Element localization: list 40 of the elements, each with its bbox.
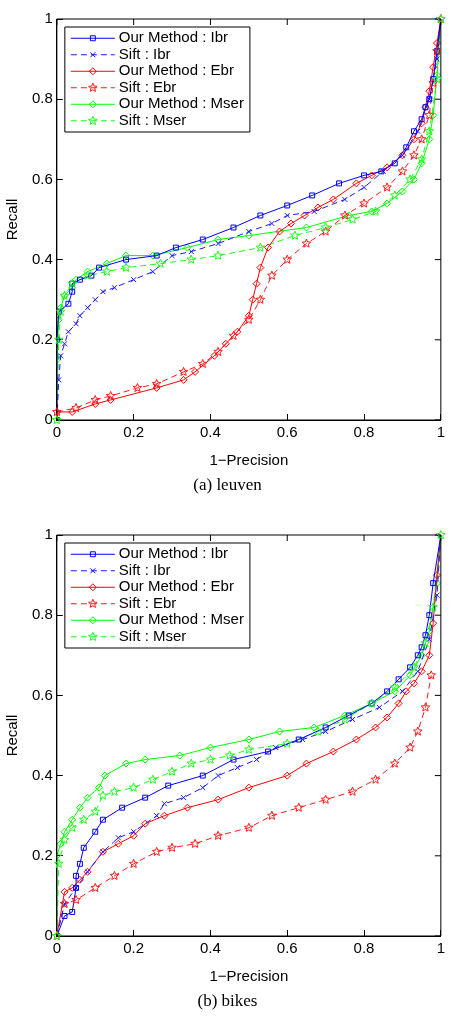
x-tick-label: 0.2 <box>123 423 145 441</box>
legend-label: Our Method : Ibr <box>118 544 229 562</box>
x-tick-label: 0.4 <box>200 423 221 441</box>
y-tick-label: 0 <box>44 410 53 428</box>
x-axis-title: 1−Precision <box>209 451 289 469</box>
y-axis-title: Recall <box>3 714 21 757</box>
legend-label: Sift : Ibr <box>118 44 171 62</box>
y-tick-label: 0.2 <box>31 845 53 863</box>
legend-label: Sift : Ebr <box>118 593 177 611</box>
text: (b) bikes <box>196 990 259 1012</box>
x-tick-label: 0.8 <box>353 939 375 957</box>
y-tick-label: 0.6 <box>31 685 53 703</box>
y-tick-label: 0.6 <box>31 169 53 187</box>
legend-label: Our Method : Ibr <box>118 28 229 46</box>
y-tick-label: 1 <box>44 9 53 27</box>
legend-label: Our Method : Ebr <box>118 577 234 595</box>
y-tick-label: 1 <box>44 525 53 543</box>
x-tick-label: 0.2 <box>123 939 145 957</box>
x-axis-title: 1−Precision <box>209 967 289 985</box>
x-tick-label: 1 <box>436 939 445 957</box>
y-tick-label: 0.4 <box>31 765 53 783</box>
x-tick-label: 0.6 <box>276 939 298 957</box>
legend-label: Sift : Mser <box>118 110 187 128</box>
x-tick-label: 1 <box>436 423 445 441</box>
legend-label: Sift : Ebr <box>118 77 177 95</box>
y-tick-label: 0.8 <box>31 605 53 623</box>
text: (a) leuven <box>192 474 263 496</box>
y-axis-title: Recall <box>3 198 21 241</box>
y-tick-label: 0.2 <box>31 329 53 347</box>
y-tick-label: 0 <box>44 926 53 944</box>
legend-label: Our Method : Ebr <box>118 61 234 79</box>
legend-label: Sift : Ibr <box>118 560 171 578</box>
y-tick-label: 0.8 <box>31 89 53 107</box>
legend-label: Our Method : Mser <box>118 610 244 628</box>
legend-label: Sift : Mser <box>118 626 187 644</box>
y-tick-label: 0.4 <box>31 249 53 267</box>
legend-label: Our Method : Mser <box>118 94 244 112</box>
x-tick-label: 0.8 <box>353 423 375 441</box>
x-tick-label: 0.6 <box>276 423 298 441</box>
x-tick-label: 0.4 <box>200 939 221 957</box>
